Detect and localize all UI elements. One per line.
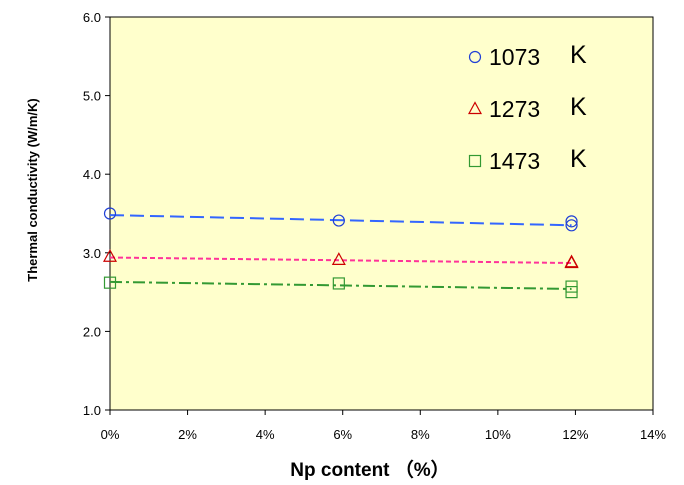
y-tick-label: 5.0 <box>83 89 101 104</box>
data-point-1473 <box>565 286 578 299</box>
legend-label-1473: 1473 <box>489 148 540 174</box>
x-tick-label: 12% <box>562 427 588 442</box>
x-tick-label: 4% <box>256 427 275 442</box>
legend-label-1273: 1273 <box>489 96 540 122</box>
data-point-1073 <box>103 207 117 220</box>
data-point-1473 <box>332 277 345 290</box>
x-tick-label: 10% <box>485 427 511 442</box>
y-axis: 1.0 2.0 3.0 4.0 5.0 6.0 <box>83 10 110 418</box>
legend: 1073 K 1273 K 1473 K <box>467 41 587 174</box>
y-tick-label: 3.0 <box>83 246 101 261</box>
legend-unit: K <box>570 145 587 173</box>
data-point-1073 <box>565 219 578 232</box>
y-tick-label: 6.0 <box>83 10 101 25</box>
y-tick-label: 1.0 <box>83 403 101 418</box>
x-axis: 0% 2% 4% 6% 8% 10% 12% 14% <box>101 410 666 442</box>
y-tick-label: 2.0 <box>83 324 101 339</box>
legend-marker-1073 <box>468 50 482 64</box>
fit-line-1473 <box>109 280 572 290</box>
fit-line-1073 <box>109 214 572 227</box>
x-tick-label: 8% <box>411 427 430 442</box>
x-tick-label: 2% <box>178 427 197 442</box>
plot-area <box>109 16 654 411</box>
data-point-1073 <box>332 214 345 227</box>
legend-marker-1273 <box>467 101 483 115</box>
x-tick-label: 14% <box>640 427 666 442</box>
x-tick-label: 6% <box>333 427 352 442</box>
legend-unit: K <box>570 93 587 121</box>
data-point-1073 <box>565 215 578 228</box>
fit-lines <box>109 214 572 290</box>
legend-marker-1473 <box>468 154 482 168</box>
data-point-1273 <box>102 248 118 262</box>
legend-label-1073: 1073 <box>489 44 540 70</box>
x-axis-label: Np content （%） <box>290 458 449 481</box>
y-axis-label: Thermal conductivity (W/m/K) <box>25 98 40 281</box>
fit-line-1273 <box>109 256 572 265</box>
x-tick-label: 0% <box>101 427 120 442</box>
y-tick-label: 4.0 <box>83 167 101 182</box>
data-point-1273 <box>331 252 346 265</box>
data-point-1273 <box>564 255 579 269</box>
legend-unit: K <box>570 41 587 69</box>
data-markers <box>102 207 579 299</box>
data-point-1473 <box>103 276 117 289</box>
